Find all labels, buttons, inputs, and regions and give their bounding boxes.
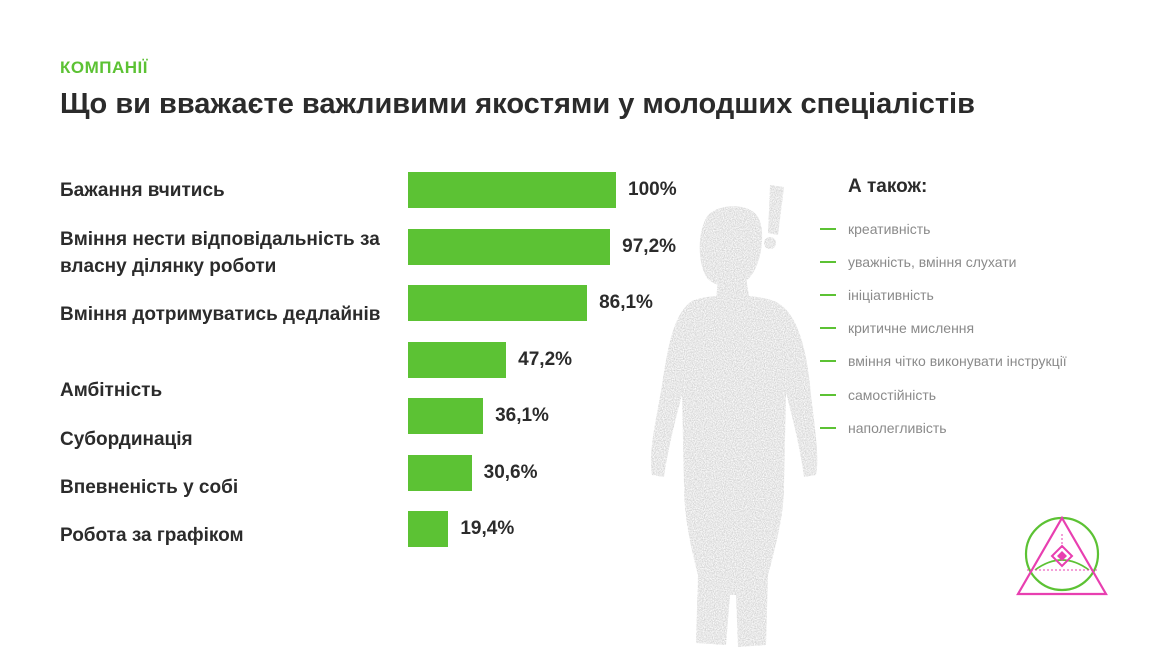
also-item-text: ініціативність (848, 287, 934, 303)
triangle-circle-logo-icon (1016, 515, 1108, 596)
dash-icon (820, 360, 836, 362)
also-item-text: уважність, вміння слухати (848, 254, 1017, 270)
also-list-item: вміння чітко виконувати інструкції (820, 351, 1067, 371)
also-list-item: наполегливість (820, 418, 947, 438)
also-list-item: самостійність (820, 385, 936, 405)
also-list-item: критичне мислення (820, 318, 974, 338)
also-item-text: вміння чітко виконувати інструкції (848, 353, 1067, 369)
section-label: КОМПАНІЇ (60, 58, 148, 77)
category-label: Бажання вчитись (60, 180, 225, 201)
bar (408, 455, 472, 491)
also-item-text: критичне мислення (848, 320, 975, 336)
bar (408, 285, 588, 321)
also-title: А також: (848, 176, 928, 197)
dash-icon (820, 427, 836, 429)
value-label: 19,4% (460, 518, 515, 539)
category-label: Вміння дотримуватись дедлайнів (60, 304, 381, 325)
category-label: Амбітність (60, 380, 163, 401)
dash-icon (820, 394, 836, 396)
bar (408, 398, 484, 434)
page-title: Що ви вважаєте важливими якостями у моло… (60, 88, 975, 120)
person-silhouette-icon (650, 185, 818, 647)
dash-icon (820, 327, 836, 329)
also-list-item: ініціативність (820, 285, 934, 305)
bar (408, 229, 611, 265)
also-item-text: креативність (848, 221, 931, 237)
also-item-text: самостійність (848, 387, 937, 403)
value-label: 86,1% (599, 292, 653, 313)
also-item-text: наполегливість (848, 420, 947, 436)
category-label: Субординація (60, 429, 193, 450)
value-label: 36,1% (495, 405, 549, 426)
dash-icon (820, 294, 836, 296)
value-label: 30,6% (483, 462, 538, 483)
value-label: 97,2% (622, 236, 677, 257)
value-label: 100% (628, 179, 677, 200)
also-list-item: уважність, вміння слухати (820, 252, 1016, 272)
bar (408, 511, 449, 547)
bar (408, 342, 507, 378)
also-list-item: креативність (820, 219, 930, 239)
dash-icon (820, 228, 836, 230)
category-label: Впевненість у собі (60, 477, 239, 498)
value-label: 47,2% (518, 349, 573, 370)
category-label: Вміння нести відповідальність за власну … (60, 229, 380, 277)
dash-icon (820, 261, 836, 263)
bar (408, 172, 616, 208)
category-label: Робота за графіком (60, 525, 244, 546)
